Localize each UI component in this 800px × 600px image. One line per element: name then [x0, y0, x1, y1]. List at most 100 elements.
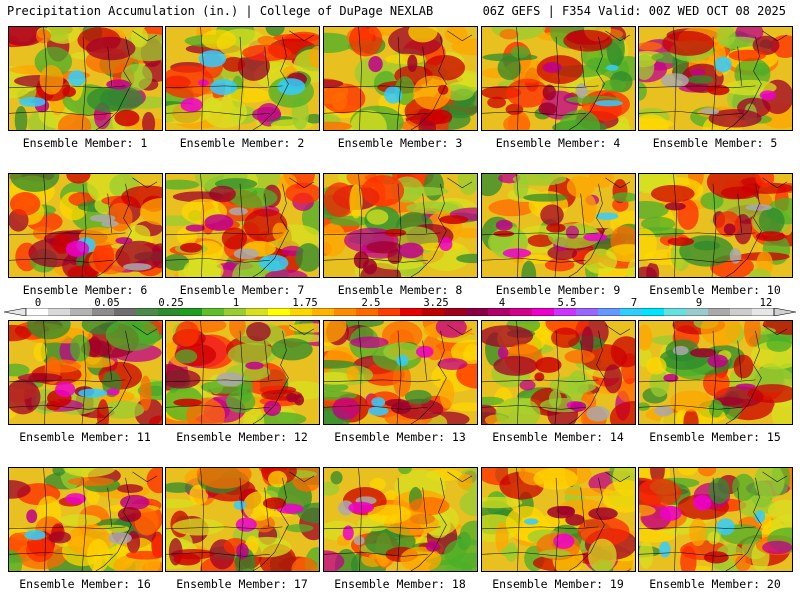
colorbar-tick-label: 5.5: [557, 297, 577, 309]
colorbar-left-arrow: [4, 308, 27, 316]
precip-map: [639, 27, 792, 130]
colorbar-swatch: [444, 308, 467, 316]
ensemble-map-panel: [323, 467, 478, 572]
colorbar-swatch: [510, 308, 533, 316]
colorbar-tick-label: 1.75: [292, 297, 318, 309]
colorbar-swatch: [730, 308, 753, 316]
ensemble-member-label: Ensemble Member: 19: [492, 577, 624, 591]
ensemble-member-label: Ensemble Member: 14: [492, 430, 624, 444]
colorbar-swatch: [246, 308, 269, 316]
precip-map: [482, 321, 635, 424]
ensemble-map-panel: [481, 26, 636, 131]
ensemble-member-label: Ensemble Member: 12: [176, 430, 308, 444]
ensemble-map-panel: [8, 467, 163, 572]
ensemble-member-label: Ensemble Member: 16: [19, 577, 151, 591]
precip-map: [9, 321, 162, 424]
precip-map: [166, 174, 319, 277]
colorbar-swatch: [620, 308, 643, 316]
colorbar-swatch: [532, 308, 555, 316]
colorbar-tick-label: 7: [630, 297, 638, 309]
colorbar-tick-label: 9: [695, 297, 703, 309]
ensemble-map-panel: [481, 173, 636, 278]
colorbar-swatch: [686, 308, 709, 316]
ensemble-member-label: Ensemble Member: 15: [649, 430, 781, 444]
ensemble-member-label: Ensemble Member: 20: [649, 577, 781, 591]
colorbar-swatch: [290, 308, 313, 316]
colorbar-tick-labels: 0 0.05 0.25 1 1.75 2.5 3.25 4 5.5 7 9 12: [4, 297, 796, 309]
colorbar-tick-label: 1: [232, 297, 240, 309]
precip-map: [9, 174, 162, 277]
ensemble-map-panel: [165, 173, 320, 278]
colorbar-tick-label: 0.05: [94, 297, 120, 309]
ensemble-map-panel: [323, 26, 478, 131]
run-info: 06Z GEFS | F354 Valid: 00Z WED OCT 08 20…: [482, 4, 786, 18]
precip-map: [639, 468, 792, 571]
ensemble-member-label: Ensemble Member: 13: [334, 430, 466, 444]
colorbar-swatch: [356, 308, 379, 316]
ensemble-member-label: Ensemble Member: 1: [22, 136, 148, 150]
colorbar-swatch: [136, 308, 159, 316]
colorbar-tick-label: 12: [759, 297, 773, 309]
colorbar-swatch: [158, 308, 181, 316]
map-title: Precipitation Accumulation (in.) | Colle…: [7, 4, 434, 18]
colorbar-swatch: [752, 308, 775, 316]
precip-map: [482, 27, 635, 130]
colorbar-swatch: [92, 308, 115, 316]
precip-map: [324, 174, 477, 277]
colorbar-swatch: [202, 308, 225, 316]
ensemble-member-label: Ensemble Member: 18: [334, 577, 466, 591]
precip-map: [166, 321, 319, 424]
ensemble-map-panel: [8, 320, 163, 425]
ensemble-member-label: Ensemble Member: 11: [19, 430, 151, 444]
ensemble-member-label: Ensemble Member: 9: [495, 283, 621, 297]
colorbar-swatch: [70, 308, 93, 316]
ensemble-member-label: Ensemble Member: 7: [179, 283, 305, 297]
ensemble-map-panel: [323, 173, 478, 278]
ensemble-member-label: Ensemble Member: 2: [179, 136, 305, 150]
colorbar-swatch: [180, 308, 203, 316]
colorbar-swatch: [224, 308, 247, 316]
precip-colorbar: 0 0.05 0.25 1 1.75 2.5 3.25 4 5.5 7 9 12: [4, 297, 796, 319]
colorbar-swatch: [488, 308, 511, 316]
ensemble-member-label: Ensemble Member: 8: [337, 283, 463, 297]
ensemble-member-label: Ensemble Member: 3: [337, 136, 463, 150]
ensemble-map-panel: [638, 320, 793, 425]
colorbar-swatch: [400, 308, 423, 316]
colorbar-swatch: [708, 308, 731, 316]
precip-map: [482, 174, 635, 277]
ensemble-map-panel: [8, 26, 163, 131]
precip-map: [166, 468, 319, 571]
precip-map: [166, 27, 319, 130]
colorbar-tick-label: 0: [34, 297, 42, 309]
precip-map: [324, 321, 477, 424]
colorbar-swatch: [334, 308, 357, 316]
ensemble-member-label: Ensemble Member: 5: [652, 136, 778, 150]
ensemble-map-panel: [481, 467, 636, 572]
colorbar-swatch: [466, 308, 489, 316]
precip-map: [9, 468, 162, 571]
colorbar-tick-label: 4: [498, 297, 506, 309]
precip-map: [639, 174, 792, 277]
ensemble-member-label: Ensemble Member: 4: [495, 136, 621, 150]
ensemble-map-panel: [323, 320, 478, 425]
colorbar-swatch: [664, 308, 687, 316]
colorbar-tick-label: 3.25: [423, 297, 449, 309]
colorbar-right-arrow: [773, 308, 796, 316]
colorbar-swatch: [48, 308, 71, 316]
colorbar-swatch: [378, 308, 401, 316]
colorbar-swatch: [598, 308, 621, 316]
precip-map: [482, 468, 635, 571]
colorbar-scale: [4, 308, 796, 316]
colorbar-swatch: [554, 308, 577, 316]
ensemble-member-label: Ensemble Member: 6: [22, 283, 148, 297]
precip-map: [639, 321, 792, 424]
colorbar-swatch: [642, 308, 665, 316]
ensemble-map-panel: [165, 467, 320, 572]
precip-map: [9, 27, 162, 130]
colorbar-swatch: [114, 308, 137, 316]
ensemble-map-panel: [481, 320, 636, 425]
ensemble-map-panel: [638, 26, 793, 131]
precip-map: [324, 468, 477, 571]
ensemble-map-panel: [165, 26, 320, 131]
ensemble-map-panel: [638, 173, 793, 278]
